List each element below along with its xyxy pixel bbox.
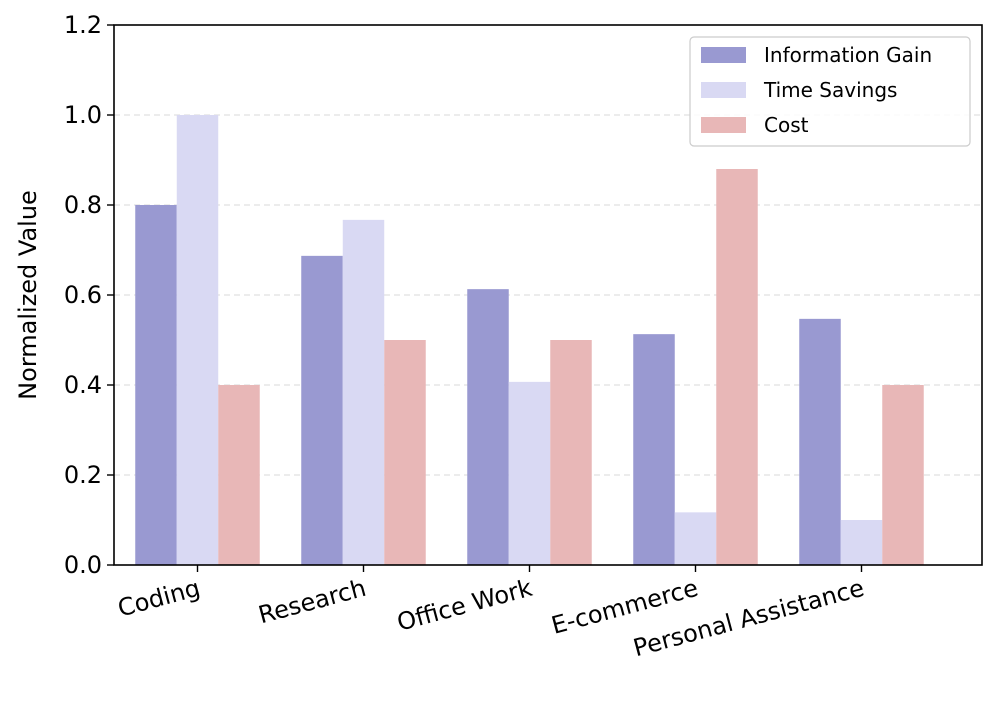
legend-frame: [689, 36, 971, 147]
bar-time-savings-coding: [176, 115, 219, 565]
bar-information-gain-e-commerce: [633, 334, 675, 565]
y-axis-label: Normalized Value: [14, 190, 42, 400]
legend-label: Time Savings: [763, 78, 897, 102]
legend-swatch: [701, 47, 746, 63]
legend-swatch: [701, 117, 746, 133]
bars: [135, 115, 924, 565]
y-axis: 0.0 0.2 0.4 0.6 0.8 1.0 1.2: [64, 11, 114, 579]
y-tick-label: 1.2: [64, 11, 102, 39]
legend-label: Cost: [764, 113, 809, 137]
bar-cost-research: [384, 340, 426, 565]
bar-time-savings-office-work: [508, 381, 551, 565]
y-tick-label: 0.2: [64, 461, 102, 489]
bar-information-gain-personal-assistance: [799, 318, 841, 565]
y-tick-label: 0.6: [64, 281, 102, 309]
y-tick-label: 0.0: [64, 551, 102, 579]
bar-information-gain-research: [301, 255, 343, 565]
bar-cost-e-commerce: [716, 169, 758, 565]
bar-cost-personal-assistance: [882, 385, 924, 565]
y-tick-label: 0.4: [64, 371, 102, 399]
legend: Information Gain Time Savings Cost: [689, 36, 971, 147]
bar-cost-coding: [218, 385, 260, 565]
y-tick-label: 0.8: [64, 191, 102, 219]
bar-information-gain-office-work: [467, 289, 509, 565]
legend-swatch: [701, 82, 746, 98]
x-tick-label: Coding: [115, 574, 203, 623]
bar-time-savings-research: [342, 219, 385, 565]
bar-information-gain-coding: [135, 205, 177, 565]
x-tick-label: Research: [255, 574, 369, 630]
x-tick-label: Office Work: [394, 574, 535, 637]
bar-time-savings-e-commerce: [674, 512, 717, 565]
bar-time-savings-personal-assistance: [840, 520, 883, 565]
x-axis: Coding Research Office Work E-commercePerso…: [115, 565, 867, 662]
legend-label: Information Gain: [764, 43, 932, 67]
bar-cost-office-work: [550, 340, 592, 565]
y-tick-label: 1.0: [64, 101, 102, 129]
